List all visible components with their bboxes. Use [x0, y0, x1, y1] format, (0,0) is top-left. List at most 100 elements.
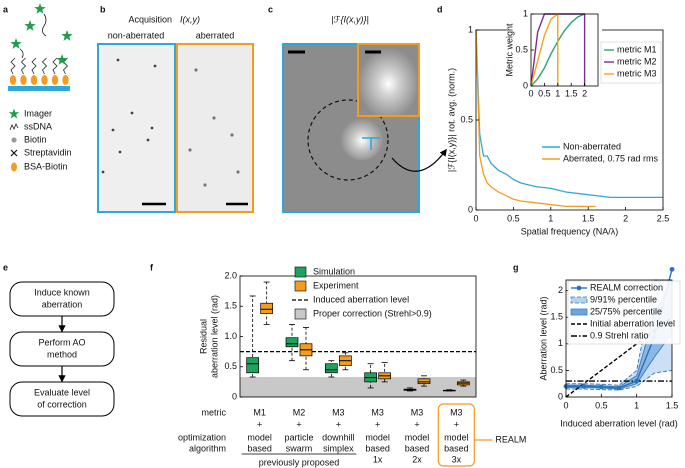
legend-label: Proper correction (Strehl>0.9)	[313, 308, 432, 318]
y-tick-label: 0	[468, 204, 473, 214]
legend-label: Non-aberrated	[563, 141, 621, 151]
box	[260, 302, 274, 314]
image-label: aberrated	[196, 30, 235, 40]
legend-label: 25/75% percentile	[590, 306, 662, 316]
band-edge	[566, 369, 673, 391]
x-tick-label: 1	[548, 213, 553, 223]
y-tick-label: 0.5	[460, 114, 473, 124]
algorithm-label: downhill	[322, 432, 355, 442]
star-icon	[8, 108, 20, 119]
legend-swatch	[570, 308, 588, 316]
legend-label: Aberrated, 0.75 rad rms	[563, 153, 659, 163]
bsa-biotin	[20, 75, 27, 85]
category-label: M3	[411, 407, 424, 417]
step-text: Induce known	[34, 287, 90, 297]
emitter	[116, 58, 120, 62]
step-text: of correction	[37, 399, 87, 409]
category-label: M3	[450, 407, 463, 417]
y-tick-label: 2	[558, 285, 563, 295]
imager-strand	[19, 48, 24, 59]
legend-marker	[576, 285, 582, 291]
line	[530, 12, 559, 87]
legend-label: Imager	[24, 108, 52, 118]
algorithm-label: based	[444, 443, 469, 453]
emitter	[101, 170, 105, 174]
panel-label: f	[150, 262, 154, 272]
radial-profile-mark	[362, 137, 380, 150]
ssdna-strand	[52, 57, 58, 75]
bsa-biotin	[9, 75, 17, 85]
point	[669, 266, 675, 272]
y-axis-label: Aberration level (rad)	[538, 296, 548, 380]
star-icon	[34, 2, 46, 14]
category-label: M2	[293, 407, 306, 417]
row-label: algorithm	[189, 443, 226, 453]
y-tick-label: 0.5	[515, 44, 528, 54]
y-axis-label: |ℱ{I(x,y)}| rot. avg. (norm.)	[446, 68, 456, 172]
category-label: M1	[253, 407, 266, 417]
emitter	[150, 126, 154, 130]
step-text: aberration	[42, 299, 83, 309]
line	[475, 29, 663, 199]
x-tick-label: 2	[623, 213, 628, 223]
panel-title: Acquisition	[128, 14, 172, 24]
category-plus: +	[375, 419, 380, 429]
point	[598, 384, 604, 390]
bsa-biotin-icon	[11, 162, 17, 172]
algorithm-label: based	[365, 443, 390, 453]
algorithm-label: 1x	[373, 454, 383, 464]
legend-label: Initial aberration level	[590, 318, 675, 328]
y-tick-label: 1.5	[550, 312, 563, 322]
x-tick-label: 0.5	[507, 213, 520, 223]
x-tick-label: 2.5	[657, 213, 670, 223]
panel-label: a	[3, 4, 9, 14]
emitter	[203, 183, 207, 187]
legend-label: ssDNA	[24, 121, 52, 131]
algorithm-label: model	[247, 432, 272, 442]
step-text: method	[47, 349, 77, 359]
emitter	[111, 128, 115, 132]
legend-label: 9/91% percentile	[590, 294, 657, 304]
legend-swatch	[294, 266, 307, 278]
x-tick-label: 0	[473, 213, 478, 223]
image-non-aberrated	[97, 43, 176, 213]
link-arrow	[391, 148, 447, 172]
box	[285, 337, 299, 348]
category-plus: +	[257, 419, 262, 429]
algorithm-label: based	[247, 443, 272, 453]
ssdna-strand	[10, 57, 16, 75]
step-text: Evaluate level	[34, 387, 90, 397]
y-axis-label: Residual	[198, 319, 208, 354]
algorithm-label: model	[365, 432, 390, 442]
step-text: Perform AO	[38, 337, 85, 347]
ssdna-strand	[62, 57, 69, 75]
emitter	[212, 116, 216, 120]
legend-label: BSA-Biotin	[24, 161, 68, 171]
panel-label: e	[3, 262, 8, 272]
emitter	[194, 68, 198, 72]
x-tick-label: 0	[563, 400, 568, 410]
legend-label: Biotin	[24, 134, 47, 144]
legend-label: Streptavidin	[24, 147, 72, 157]
ssdna-strand	[41, 57, 48, 75]
ssdna-icon	[9, 123, 19, 131]
category-label: M3	[332, 407, 345, 417]
proper-correction-band	[240, 377, 476, 397]
algorithm-label: simplex	[323, 443, 354, 453]
algorithm-label: based	[405, 443, 430, 453]
x-axis-label: Spatial frequency (NA/λ)	[521, 226, 619, 236]
y-tick-label: 0.5	[550, 365, 563, 375]
algorithm-label: model	[444, 432, 469, 442]
category-label: M3	[371, 407, 384, 417]
legend-label: Induced aberration level	[313, 294, 409, 304]
legend-swatch	[570, 296, 588, 304]
x-tick-label: 1	[555, 88, 560, 98]
x-tick-label: 1	[634, 400, 639, 410]
y-tick-label: 1.5	[224, 301, 237, 311]
star-icon	[56, 54, 68, 65]
x-tick-label: 0	[528, 88, 533, 98]
bsa-biotin	[51, 75, 59, 85]
x-tick-label: 0.5	[538, 88, 551, 98]
box	[417, 378, 431, 385]
